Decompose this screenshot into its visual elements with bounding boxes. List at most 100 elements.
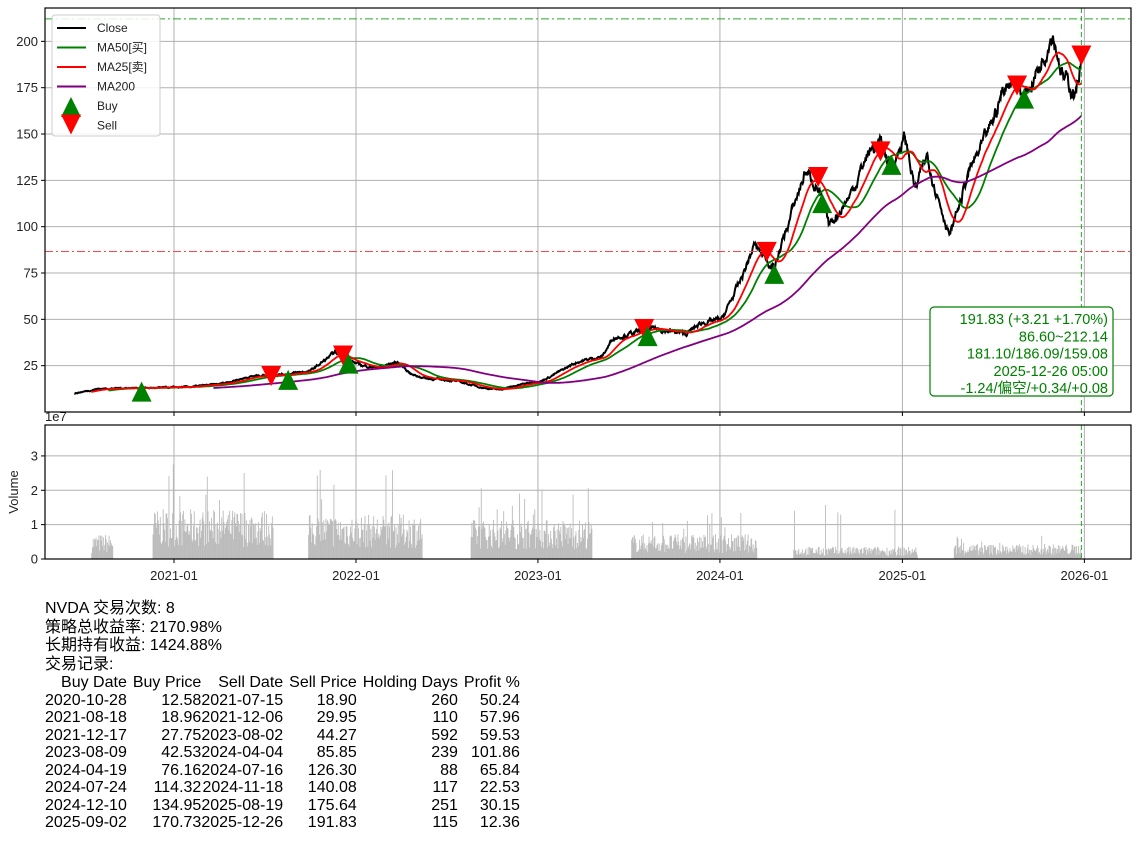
volume-y-tick-label: 2 xyxy=(31,483,38,498)
volume-y-tick-label: 1 xyxy=(31,517,38,532)
column-header: Buy Price xyxy=(132,674,202,691)
table-cell: 170.73 xyxy=(152,814,202,831)
table-cell: 2021-07-15 xyxy=(201,691,284,709)
legend-label: MA200 xyxy=(97,80,135,94)
table-cell: 115 xyxy=(432,814,458,831)
info-line: 181.10/186.09/159.08 xyxy=(967,347,1108,363)
buy-marker xyxy=(278,369,299,390)
buy-marker xyxy=(637,326,658,347)
table-cell: 12.36 xyxy=(479,814,520,831)
table-cell: 117 xyxy=(432,779,458,796)
sell-marker xyxy=(808,166,829,187)
buy-marker xyxy=(764,263,785,284)
table-cell: 2023-08-09 xyxy=(45,744,127,761)
table-row: 2024-04-19 76.16 2024-07-16 126.30 88 65.84 xyxy=(45,762,520,780)
info-box-frame xyxy=(929,306,1114,397)
info-line: 191.83 (+3.21 +1.70%) xyxy=(960,312,1108,328)
table-cell: 239 xyxy=(431,744,458,761)
trade-count: NVDA 交易次数: 8 xyxy=(45,600,175,617)
buy-marker xyxy=(1014,88,1035,109)
column-header: Sell Date xyxy=(218,674,284,691)
sell-marker xyxy=(634,318,655,339)
volume-axes-frame xyxy=(44,424,1132,560)
table-cell: 29.95 xyxy=(316,709,357,726)
table-row: 2020-10-28 12.58 2021-07-15 18.90 260 50.24 xyxy=(45,692,520,710)
table-cell: 76.16 xyxy=(161,761,202,779)
column-header: Profit % xyxy=(463,674,520,691)
table-row: 2024-07-24 114.32 2024-11-18 140.08 117 22.53 xyxy=(45,779,520,797)
sell-marker xyxy=(1071,45,1092,66)
x-tick-label: 2026-01 xyxy=(1061,568,1109,583)
table-cell: 140.08 xyxy=(307,779,357,796)
info-box: 191.83 (+3.21 +1.70%)86.60~212.14 181.10/… xyxy=(929,306,1114,397)
table-cell: 12.58 xyxy=(161,691,202,709)
table-cell: 57.96 xyxy=(479,709,520,726)
sell-marker xyxy=(261,365,282,386)
table-row: 2024-12-10 134.95 2025-08-19 175.64 251 30.15 xyxy=(45,797,520,815)
backtest-summary: NVDA 交易次数: 8 策略总收益率: 2170.98% 长期持有收益: 14… xyxy=(45,600,520,832)
table-cell: 65.84 xyxy=(479,761,520,779)
y-tick-label: 25 xyxy=(24,358,38,373)
sell-marker xyxy=(756,241,777,262)
x-tick-label: 2024-01 xyxy=(696,568,744,583)
table-cell: 18.90 xyxy=(316,691,357,709)
table-cell: 2024-07-16 xyxy=(201,761,284,779)
close-line xyxy=(74,35,1083,395)
sell-marker xyxy=(333,345,354,366)
table-cell: 251 xyxy=(431,796,458,814)
table-cell: 126.30 xyxy=(307,761,357,779)
records-title: 交易记录: xyxy=(45,655,114,673)
table-cell: 2025-08-19 xyxy=(201,796,284,814)
legend: Close MA50[买] MA25[卖] MA200 Buy Sell xyxy=(51,14,161,137)
legend-label: MA25[卖] xyxy=(97,60,147,74)
y-tick-label: 125 xyxy=(16,173,38,188)
price-axes-frame xyxy=(44,7,1132,413)
buy-marker xyxy=(881,154,902,175)
buy-hold-return: 长期持有收益: 1424.88% xyxy=(45,637,222,654)
column-header: Holding Days xyxy=(362,674,458,691)
table-cell: 2020-10-28 xyxy=(45,691,127,709)
legend-frame xyxy=(51,14,161,137)
table-cell: 114.32 xyxy=(153,779,202,796)
legend-buy-icon xyxy=(61,97,81,117)
volume-axis-label: Volume xyxy=(6,470,21,513)
table-cell: 59.53 xyxy=(479,726,520,744)
table-cell: 592 xyxy=(431,726,458,744)
table-cell: 2024-07-24 xyxy=(45,779,127,796)
chart-figure: 2021-01 2022-01 2023-01 2024-01 2025-01 2026-… xyxy=(6,7,1132,583)
y-tick-label: 75 xyxy=(24,266,38,281)
legend-sell-icon xyxy=(61,114,81,135)
legend-label: Buy xyxy=(97,99,118,113)
table-row: 2021-12-17 27.75 2023-08-02 44.27 592 59.53 xyxy=(45,727,520,745)
info-line: -1.24/偏空/+0.34/+0.08 xyxy=(960,380,1108,397)
table-cell: 44.27 xyxy=(316,726,357,744)
table-cell: 110 xyxy=(432,709,458,726)
y-tick-label: 50 xyxy=(24,312,38,327)
ma200-line xyxy=(213,115,1083,389)
table-cell: 18.96 xyxy=(161,709,202,726)
table-cell: 175.64 xyxy=(307,796,357,814)
table-cell: 22.53 xyxy=(479,779,520,796)
table-cell: 2024-12-10 xyxy=(45,796,127,814)
sell-marker xyxy=(1007,75,1028,96)
buy-marker xyxy=(131,381,152,402)
trade-table: Buy Date Buy Price Sell Date Sell Price Hold… xyxy=(45,674,520,832)
x-tick-label: 2025-01 xyxy=(879,568,927,583)
table-row: 2021-08-18 18.96 2021-12-06 29.95 110 57.96 xyxy=(45,709,520,727)
x-tick-label: 2023-01 xyxy=(514,568,562,583)
table-cell: 191.83 xyxy=(307,814,357,831)
buy-marker xyxy=(338,353,359,374)
buy-marker xyxy=(812,193,833,214)
volume-y-tick-label: 3 xyxy=(31,448,38,463)
table-header: Buy Date Buy Price Sell Date Sell Price Hold… xyxy=(45,674,520,692)
legend-label: MA50[买] xyxy=(97,41,147,55)
table-cell: 2024-04-04 xyxy=(201,744,284,761)
table-cell: 134.95 xyxy=(152,796,202,814)
strategy-return: 策略总收益率: 2170.98% xyxy=(45,618,222,636)
table-cell: 50.24 xyxy=(479,691,520,709)
table-cell: 2023-08-02 xyxy=(201,726,284,744)
table-cell: 2021-12-06 xyxy=(201,709,284,726)
volume-scale-label: 1e7 xyxy=(45,409,67,424)
table-cell: 42.53 xyxy=(161,744,202,761)
info-line: 86.60~212.14 xyxy=(1019,329,1108,345)
